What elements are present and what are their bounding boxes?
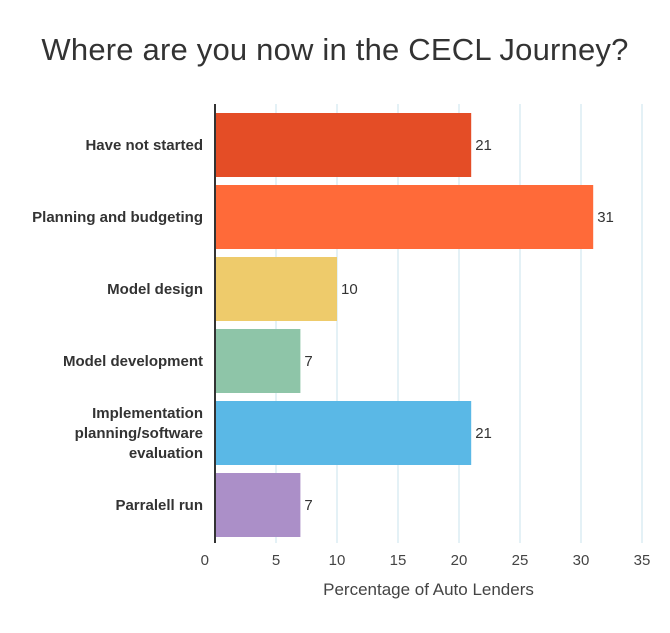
x-tick-label: 15: [390, 552, 407, 569]
bar: [215, 185, 594, 249]
category-label: Model design: [107, 281, 203, 298]
x-tick-label: 30: [573, 552, 590, 569]
bar: [215, 401, 472, 465]
category-label: Implementation: [92, 405, 203, 422]
x-tick-label: 10: [329, 552, 346, 569]
data-label: 10: [341, 281, 358, 298]
category-label: evaluation: [129, 445, 203, 462]
category-label: Have not started: [85, 137, 203, 154]
bar: [215, 257, 337, 321]
data-label: 7: [304, 353, 312, 370]
x-tick-label: 5: [272, 552, 280, 569]
bar: [215, 329, 301, 393]
category-label: Planning and budgeting: [32, 209, 203, 226]
data-label: 7: [304, 497, 312, 514]
x-tick-label: 20: [451, 552, 468, 569]
gridlines: [275, 104, 643, 543]
chart-title: Where are you now in the CECL Journey?: [41, 32, 629, 67]
category-labels: Have not started Planning and budgeting Mo…: [32, 137, 203, 514]
category-label: planning/software: [75, 425, 203, 442]
data-label: 31: [597, 209, 614, 226]
data-label: 21: [475, 137, 492, 154]
value-labels: 21 31 10 7 21 7: [304, 137, 613, 514]
x-tick-label: 0: [201, 552, 209, 569]
bars: [215, 113, 594, 537]
category-label: Parralell run: [115, 497, 203, 514]
category-label: Model development: [63, 353, 203, 370]
x-tick-label: 25: [512, 552, 529, 569]
x-tick-labels: 0 5 10 15 20 25 30 35: [201, 552, 651, 569]
bar: [215, 473, 301, 537]
x-tick-label: 35: [634, 552, 651, 569]
x-axis-label: Percentage of Auto Lenders: [323, 580, 534, 599]
bar: [215, 113, 472, 177]
data-label: 21: [475, 425, 492, 442]
